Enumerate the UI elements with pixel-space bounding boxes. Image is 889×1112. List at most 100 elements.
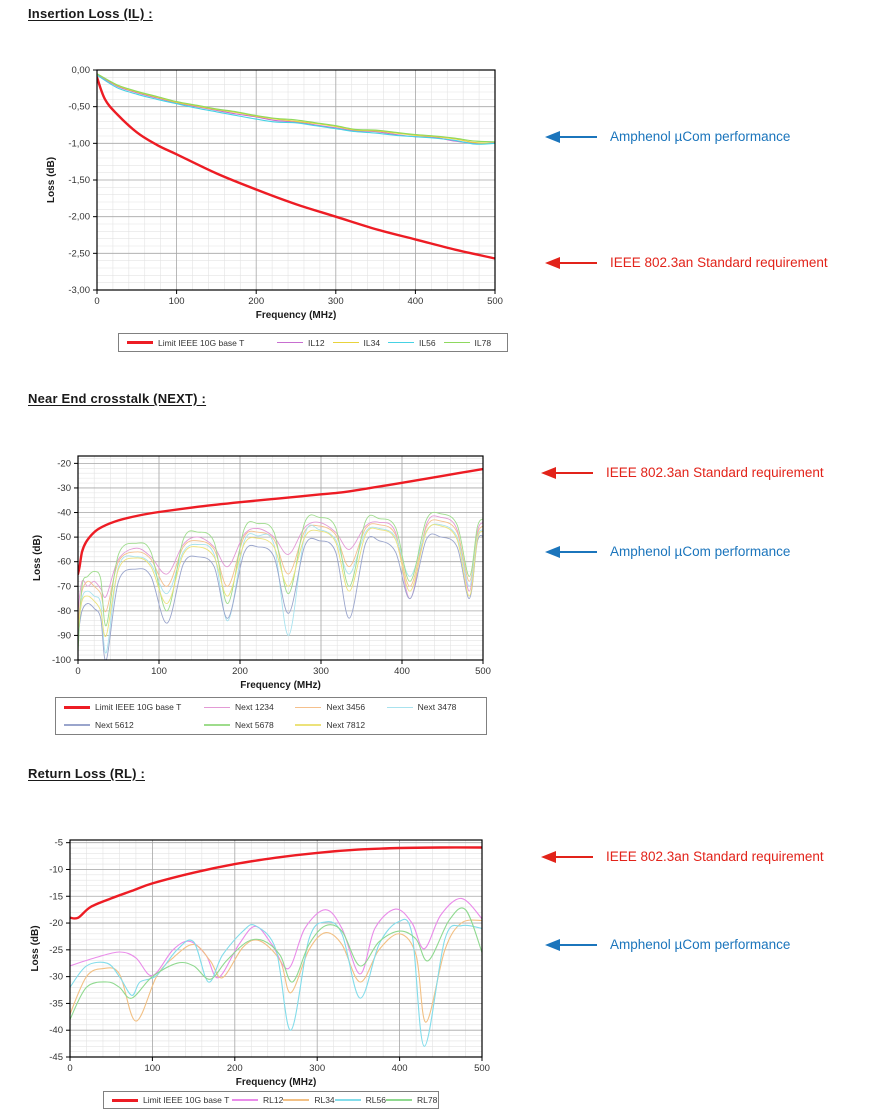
return-loss-chart: 0 100 200 300 400 500 -5 -10 -15 -20 -25 -30 -35 -40 -…: [30, 838, 490, 1088]
legend-label: RL56: [365, 1095, 386, 1105]
series-il34: [97, 73, 495, 144]
series-next-7812: [78, 524, 483, 638]
svg-text:500: 500: [487, 296, 503, 307]
legend-line-swatch: [283, 1099, 310, 1101]
axis-ticks: [93, 69, 496, 294]
legend-label: Next 5678: [235, 719, 274, 730]
annotation-label: Amphenol µCom performance: [610, 937, 791, 952]
annotation-label: Amphenol µCom performance: [610, 129, 791, 144]
legend-item-il12: IL12: [277, 338, 333, 348]
series-limit-ieee-10g-base-t: [97, 76, 495, 260]
left-arrow-icon: [541, 850, 593, 863]
svg-text:-90: -90: [57, 630, 71, 641]
svg-text:0: 0: [94, 296, 99, 307]
left-arrow-icon: [541, 466, 593, 479]
legend-label: IL56: [419, 337, 436, 348]
legend-line-swatch: [127, 341, 153, 344]
svg-text:100: 100: [144, 1063, 160, 1074]
svg-text:-20: -20: [49, 918, 63, 929]
legend-label: IL34: [363, 337, 381, 348]
svg-text:0: 0: [75, 666, 80, 677]
svg-text:-40: -40: [49, 1025, 63, 1036]
series-il78: [97, 73, 495, 143]
axis-ticks: [66, 842, 483, 1061]
legend-line-swatch: [385, 1099, 412, 1101]
legend-line-swatch: [386, 706, 413, 708]
section-heading-return-loss: Return Loss (RL) :: [28, 766, 145, 781]
legend-item-next-5678: Next 5678: [204, 720, 295, 730]
y-axis-title: Loss (dB): [32, 535, 43, 581]
annotation-il-performance: Amphenol µCom performance: [545, 129, 790, 144]
annotation-rl-performance: Amphenol µCom performance: [545, 937, 790, 952]
legend-label: Next 1234: [235, 702, 274, 713]
svg-text:-35: -35: [49, 998, 63, 1009]
legend-item-il56: IL56: [388, 338, 444, 348]
legend-item-next-5612: Next 5612: [64, 720, 204, 730]
svg-text:400: 400: [394, 666, 410, 677]
svg-text:-30: -30: [57, 483, 71, 494]
legend-item-limit-ieee-10g-base-t: Limit IEEE 10G base T: [64, 702, 204, 712]
svg-text:-40: -40: [57, 508, 71, 519]
series-next-3478: [78, 523, 483, 654]
annotation-label: IEEE 802.3an Standard requirement: [606, 465, 824, 480]
series-next-5612: [78, 533, 483, 660]
annotation-label: IEEE 802.3an Standard requirement: [610, 255, 828, 270]
legend-line-swatch: [332, 341, 359, 344]
legend-label: Limit IEEE 10G base T: [143, 1095, 230, 1105]
svg-text:-2,00: -2,00: [68, 212, 90, 223]
annotation-label: IEEE 802.3an Standard requirement: [606, 849, 824, 864]
y-axis-title: Loss (dB): [46, 157, 57, 203]
next-chart: 0 100 200 300 400 500 -20 -30 -40 -50 -60 -70 -80 -90…: [32, 455, 491, 691]
legend-line-swatch: [64, 705, 90, 709]
svg-text:-3,00: -3,00: [68, 285, 90, 296]
svg-text:200: 200: [227, 1063, 243, 1074]
svg-text:-70: -70: [57, 581, 71, 592]
legend-line-swatch: [388, 341, 414, 344]
x-axis-title: Frequency (MHz): [256, 310, 337, 321]
svg-text:-100: -100: [52, 655, 71, 666]
x-axis-title: Frequency (MHz): [236, 1077, 317, 1088]
x-axis-title: Frequency (MHz): [240, 680, 321, 691]
svg-text:100: 100: [151, 666, 167, 677]
series-curves: [70, 846, 482, 1047]
legend-label: Next 3456: [326, 702, 366, 713]
grid-major: [78, 456, 483, 660]
svg-text:400: 400: [392, 1063, 408, 1074]
left-arrow-icon: [545, 256, 597, 269]
annotation-next-performance: Amphenol µCom performance: [545, 544, 790, 559]
legend-line-swatch: [112, 1098, 138, 1102]
tick-labels: 0 100 200 300 400 500 -5 -10 -15 -20 -25 -30 -35 -40 -…: [49, 838, 490, 1074]
svg-text:-15: -15: [49, 891, 63, 902]
svg-text:300: 300: [328, 296, 344, 307]
y-axis-title: Loss (dB): [30, 925, 41, 971]
svg-text:-10: -10: [49, 864, 63, 875]
series-limit-ieee-10g-base-t: [70, 846, 482, 920]
legend-line-swatch: [295, 724, 322, 726]
grid-major: [97, 70, 495, 290]
legend-item-limit-ieee-10g-base-t: Limit IEEE 10G base T: [112, 1095, 232, 1105]
return-loss-legend: Limit IEEE 10G base T RL12 RL34 RL56 RL78: [103, 1091, 439, 1109]
svg-text:-30: -30: [49, 972, 63, 983]
legend-item-il78: IL78: [443, 337, 500, 348]
legend-label: RL78: [416, 1095, 438, 1105]
svg-text:200: 200: [232, 666, 248, 677]
annotation-label: Amphenol µCom performance: [610, 544, 791, 559]
legend-label: IL78: [474, 337, 492, 348]
svg-text:-25: -25: [49, 945, 63, 956]
annotation-rl-requirement: IEEE 802.3an Standard requirement: [541, 849, 824, 864]
next-legend: Limit IEEE 10G base T Next 1234 Next 3456 N…: [55, 697, 487, 735]
svg-text:-60: -60: [57, 557, 71, 568]
annotation-next-requirement: IEEE 802.3an Standard requirement: [541, 465, 824, 480]
svg-text:0: 0: [67, 1063, 72, 1074]
left-arrow-icon: [545, 545, 597, 558]
svg-text:-50: -50: [57, 532, 71, 543]
legend-label: Next 5612: [95, 719, 134, 730]
tick-labels: 0 100 200 300 400 500 -20 -30 -40 -50 -60 -70 -80 -90…: [52, 458, 491, 677]
section-heading-insertion-loss: Insertion Loss (IL) :: [28, 6, 153, 21]
series-next-1234: [78, 515, 483, 612]
left-arrow-icon: [545, 938, 597, 951]
legend-line-swatch: [232, 1099, 258, 1101]
legend-label: RL12: [263, 1095, 284, 1105]
series-rl34: [70, 919, 482, 1023]
